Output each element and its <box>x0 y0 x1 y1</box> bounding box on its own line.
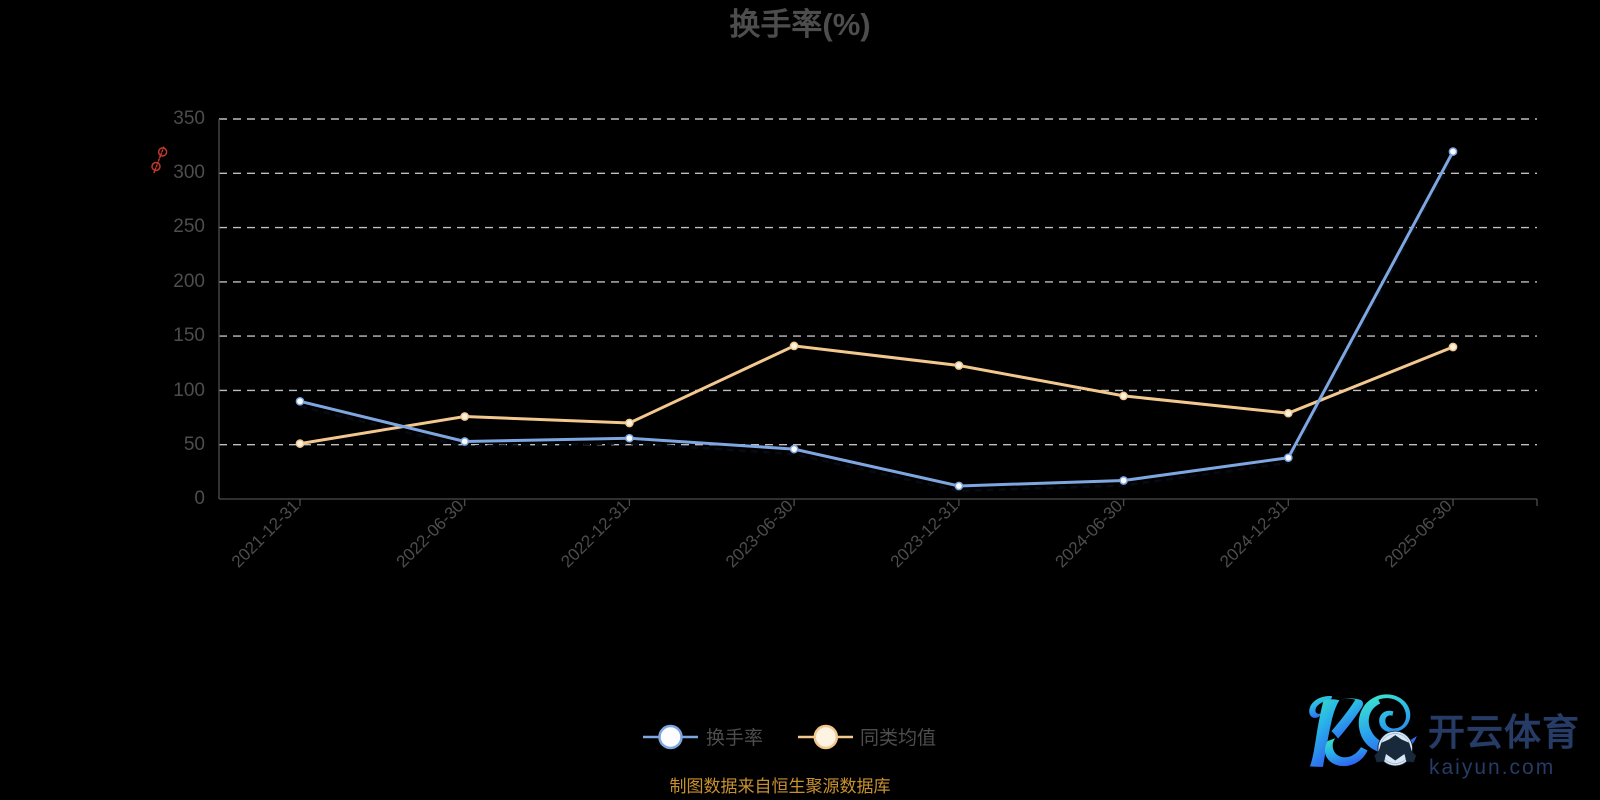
svg-text:换手率: 换手率 <box>706 727 763 749</box>
svg-text:2021-12-31: 2021-12-31 <box>228 496 303 571</box>
svg-text:同类均值: 同类均值 <box>860 727 936 749</box>
svg-text:换手率(%): 换手率(%) <box>729 7 870 42</box>
svg-text:150: 150 <box>173 325 205 346</box>
svg-text:2024-12-31: 2024-12-31 <box>1216 496 1291 571</box>
svg-text:2023-06-30: 2023-06-30 <box>722 496 797 571</box>
svg-text:350: 350 <box>173 108 205 129</box>
svg-text:250: 250 <box>173 216 205 237</box>
svg-text:2024-06-30: 2024-06-30 <box>1051 496 1126 571</box>
svg-text:2022-12-31: 2022-12-31 <box>557 496 632 571</box>
svg-text:300: 300 <box>173 162 205 183</box>
svg-text:2025-06-30: 2025-06-30 <box>1381 496 1456 571</box>
svg-text:2023-12-31: 2023-12-31 <box>887 496 962 571</box>
svg-text:开云体育: 开云体育 <box>1428 712 1580 753</box>
svg-text:制图数据来自恒生聚源数据库: 制图数据来自恒生聚源数据库 <box>670 777 891 796</box>
svg-text:0: 0 <box>194 488 205 509</box>
svg-text:kaiyun.com: kaiyun.com <box>1429 756 1555 779</box>
svg-text:50: 50 <box>184 434 205 455</box>
svg-text:100: 100 <box>173 380 205 401</box>
svg-text:2022-06-30: 2022-06-30 <box>393 496 468 571</box>
svg-text:200: 200 <box>173 271 205 292</box>
